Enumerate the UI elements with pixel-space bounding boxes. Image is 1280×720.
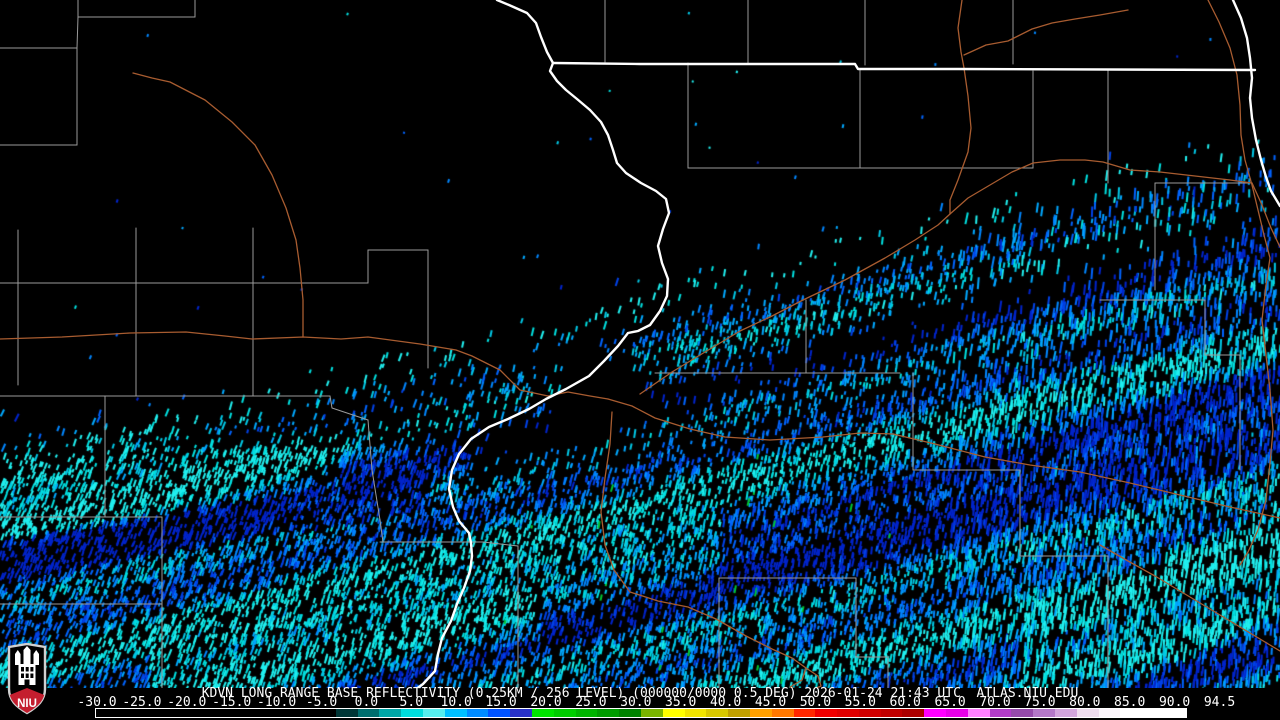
colorbar-segment	[204, 709, 227, 717]
scale-label: -15.0	[212, 695, 252, 710]
colorbar-segment	[597, 709, 620, 717]
colorbar-segment	[226, 709, 249, 717]
colorbar-segment	[117, 709, 140, 717]
colorbar-segment	[292, 709, 314, 717]
colorbar-segment	[96, 709, 118, 717]
scale-label: 85.0	[1114, 695, 1146, 710]
radar-reflectivity-canvas	[0, 0, 1280, 690]
niu-logo: NIU	[7, 643, 47, 715]
scale-label: 35.0	[665, 695, 697, 710]
colorbar-segment	[248, 709, 271, 717]
colorbar-segment	[270, 709, 293, 717]
colorbar-segment	[575, 709, 598, 717]
colorbar-segment	[902, 709, 925, 717]
scale-label: 75.0	[1024, 695, 1056, 710]
colorbar-segment	[444, 709, 467, 717]
colorbar-segment	[488, 709, 511, 717]
scale-label: 55.0	[844, 695, 876, 710]
colorbar-segment	[684, 709, 707, 717]
colorbar-segment	[989, 709, 1012, 717]
scale-label: -10.0	[257, 695, 297, 710]
scale-label: 30.0	[620, 695, 652, 710]
castle-icon	[15, 646, 39, 685]
colorbar-segment	[313, 709, 336, 717]
scale-label: -5.0	[305, 695, 338, 710]
scale-label: 15.0	[485, 695, 517, 710]
scale-label: 25.0	[575, 695, 607, 710]
colorbar-segment	[161, 709, 184, 717]
colorbar-segment	[815, 709, 838, 717]
colorbar-segment	[1164, 709, 1186, 717]
niu-logo-text: NIU	[17, 698, 37, 710]
colorbar-segment	[139, 709, 162, 717]
reflectivity-scale-labels: -30.0 -25.0 -20.0 -15.0 -10.0 -5.0 0.0 5.0 10.0 1…	[0, 695, 1280, 710]
scale-label: 0.0	[354, 695, 379, 710]
scale-label: 20.0	[530, 695, 562, 710]
scale-label: 45.0	[754, 695, 787, 710]
colorbar-segment	[401, 709, 423, 717]
colorbar-segment	[706, 709, 729, 717]
scale-label: 50.0	[799, 695, 832, 710]
scale-label: 80.0	[1069, 695, 1101, 710]
colorbar-segment	[466, 709, 489, 717]
scale-label: 10.0	[440, 695, 472, 710]
colorbar-segment	[1033, 709, 1056, 717]
colorbar-segment	[837, 709, 859, 717]
legend-bar: KDVN LONG RANGE BASE REFLECTIVITY (0.25K…	[0, 686, 1280, 720]
castle-windows	[21, 667, 34, 685]
colorbar-segment	[1011, 709, 1034, 717]
colorbar-segment	[880, 709, 903, 717]
scale-label: 5.0	[399, 695, 424, 710]
scale-label: -20.0	[167, 695, 207, 710]
colorbar-segment	[510, 709, 532, 717]
colorbar-segment	[1076, 709, 1099, 717]
colorbar-segment	[1142, 709, 1165, 717]
colorbar-segment	[335, 709, 358, 717]
colorbar-segment	[662, 709, 685, 717]
scale-label: -25.0	[122, 695, 162, 710]
scale-label: 94.5	[1203, 695, 1236, 710]
colorbar-segment	[1098, 709, 1121, 717]
colorbar-segment	[793, 709, 816, 717]
colorbar-segment	[1055, 709, 1077, 717]
colorbar-segment	[553, 709, 576, 717]
colorbar-segment	[183, 709, 205, 717]
colorbar-segment	[858, 709, 881, 717]
colorbar-segment	[422, 709, 445, 717]
product-title: KDVN LONG RANGE BASE REFLECTIVITY (0.25K…	[201, 686, 1079, 701]
colorbar-segment	[946, 709, 968, 717]
colorbar-segment	[1120, 709, 1143, 717]
colorbar-segment	[749, 709, 772, 717]
reflectivity-colorbar	[95, 708, 1187, 718]
colorbar-segment	[531, 709, 554, 717]
colorbar-segment	[728, 709, 750, 717]
scale-label: 70.0	[979, 695, 1011, 710]
scale-label: 90.0	[1158, 695, 1191, 710]
colorbar-segment	[967, 709, 990, 717]
colorbar-segment	[640, 709, 663, 717]
scale-label: 65.0	[934, 695, 966, 710]
scale-label: 40.0	[709, 695, 742, 710]
colorbar-segment	[924, 709, 947, 717]
scale-label: 60.0	[889, 695, 921, 710]
colorbar-segment	[619, 709, 641, 717]
colorbar-segment	[379, 709, 402, 717]
scale-label: -30.0	[77, 695, 117, 710]
colorbar-segment	[357, 709, 380, 717]
colorbar-segment	[771, 709, 794, 717]
